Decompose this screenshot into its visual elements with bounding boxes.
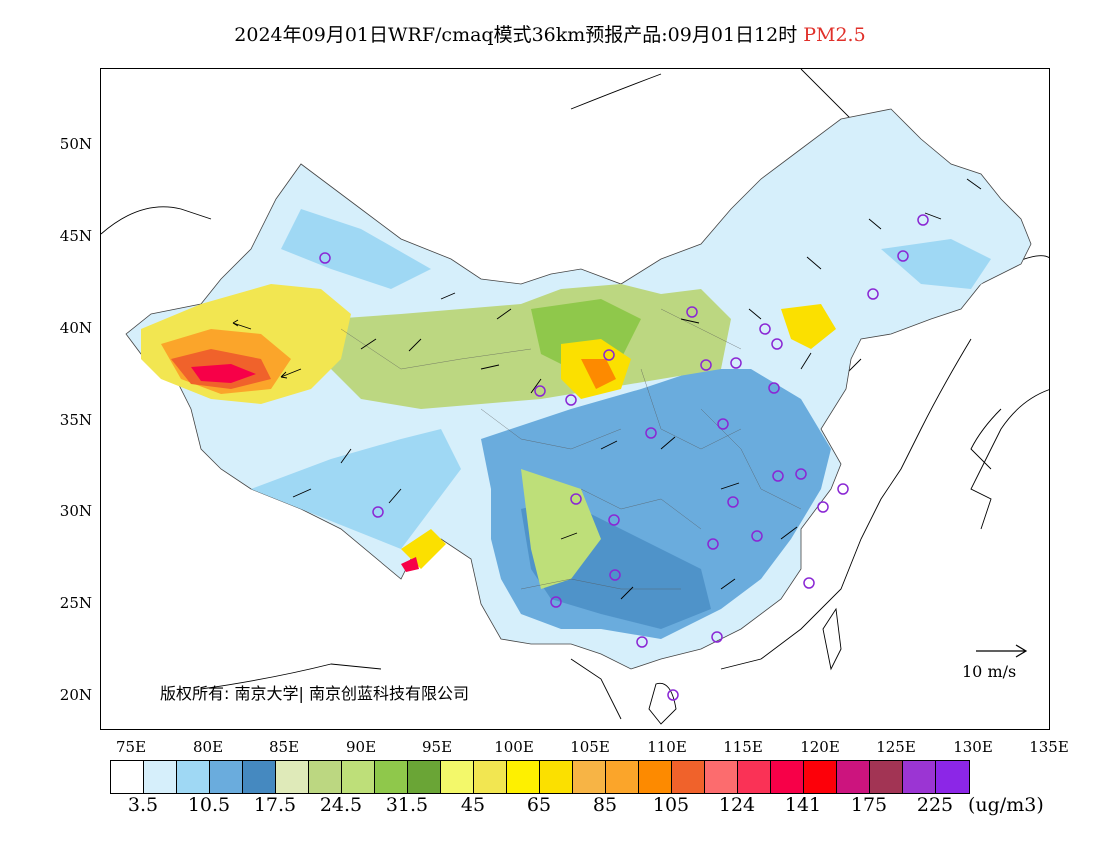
colorbar-label: 24.5 [319,794,363,816]
colorbar-label: 225 [916,794,954,816]
map-plot-area [100,68,1050,730]
title-variable: PM2.5 [803,24,866,46]
colorbar-label: 17.5 [253,794,297,816]
lat-label-25n: 25N [59,594,92,612]
colorbar-swatch [837,761,870,793]
city-stations [319,214,929,701]
concentration-fills [141,209,1001,639]
pm25-field-map [101,69,1049,725]
colorbar-label: 124 [718,794,756,816]
colorbar-swatch [408,761,441,793]
lon-label-75e: 75E [115,738,147,756]
colorbar-swatch [177,761,210,793]
colorbar-swatch [375,761,408,793]
colorbar-label: 175 [850,794,888,816]
lon-label-105e: 105E [570,738,610,756]
map-title: 2024年09月01日WRF/cmaq模式36km预报产品:09月01日12时 P… [0,20,1100,47]
colorbar-label: 10.5 [187,794,231,816]
lon-label-120e: 120E [800,738,840,756]
colorbar-label: 105 [652,794,690,816]
wind-vectors [232,178,982,600]
colorbar-swatch [474,761,507,793]
lat-label-45n: 45N [59,227,92,245]
colorbar-swatch [342,761,375,793]
colorbar-swatch [738,761,771,793]
lon-label-110e: 110E [647,738,687,756]
colorbar-swatch [606,761,639,793]
colorbar-label: 45 [460,794,486,816]
colorbar-swatch [210,761,243,793]
colorbar-swatch [672,761,705,793]
lon-label-95e: 95E [421,738,453,756]
colorbar-label: 3.5 [127,794,159,816]
colorbar-swatch [309,761,342,793]
colorbar-label: 65 [526,794,552,816]
colorbar-unit: (ug/m3) [968,794,1044,816]
lon-label-80e: 80E [192,738,224,756]
colorbar-swatch [639,761,672,793]
colorbar-swatch [276,761,309,793]
lon-label-125e: 125E [876,738,916,756]
lon-label-130e: 130E [953,738,993,756]
colorbar-swatch [903,761,936,793]
wind-scale-arrow [976,644,1028,658]
colorbar-label: 141 [784,794,822,816]
colorbar-label: 85 [592,794,618,816]
colorbar-swatch [441,761,474,793]
lon-label-90e: 90E [345,738,377,756]
lat-label-30n: 30N [59,502,92,520]
colorbar-swatch [771,761,804,793]
lon-label-115e: 115E [723,738,763,756]
province-boundaries [340,308,802,590]
lat-label-35n: 35N [59,411,92,429]
copyright-text: 版权所有: 南京大学| 南京创蓝科技有限公司 [160,684,469,703]
colorbar-swatch [507,761,540,793]
colorbar-swatch [111,761,144,793]
wind-scale-label: 10 m/s [962,662,1017,681]
colorbar-swatch [705,761,738,793]
colorbar-swatch [540,761,573,793]
colorbar-swatch [573,761,606,793]
colorbar-swatch [144,761,177,793]
colorbar-swatch [243,761,276,793]
colorbar [110,760,970,794]
colorbar-swatch [936,761,969,793]
colorbar-label: 31.5 [385,794,429,816]
title-main: 2024年09月01日WRF/cmaq模式36km预报产品:09月01日12时 [234,24,798,46]
colorbar-swatch [870,761,903,793]
lat-label-20n: 20N [59,686,92,704]
lon-label-85e: 85E [268,738,300,756]
lon-label-135e: 135E [1029,738,1069,756]
lat-label-40n: 40N [59,319,92,337]
lon-label-100e: 100E [494,738,534,756]
lat-label-50n: 50N [59,135,92,153]
colorbar-swatch [804,761,837,793]
